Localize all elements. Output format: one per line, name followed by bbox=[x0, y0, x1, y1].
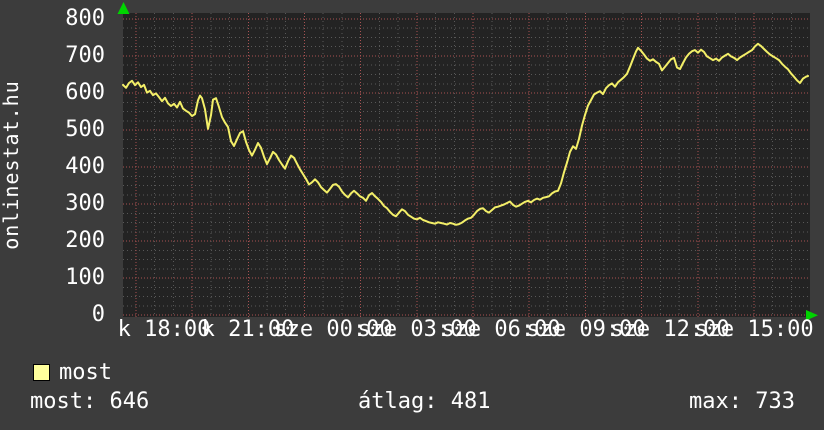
legend-swatch-icon bbox=[33, 364, 50, 381]
x-axis-tick-label: sze 12:00 bbox=[610, 317, 730, 342]
y-axis-tick-label: 800 bbox=[65, 6, 105, 31]
y-axis-tick-label: 600 bbox=[65, 80, 105, 105]
x-axis-tick-label: sze 03:00 bbox=[357, 317, 477, 342]
y-axis-tick-label: 700 bbox=[65, 43, 105, 68]
y-axis-tick-label: 200 bbox=[65, 228, 105, 253]
y-axis-arrow-icon bbox=[117, 2, 130, 14]
plot-background bbox=[123, 13, 810, 317]
x-axis-tick-label: sze 00:00 bbox=[273, 317, 393, 342]
stat-current: most: 646 bbox=[30, 389, 150, 414]
y-axis-tick-label: 400 bbox=[65, 154, 105, 179]
stat-max: max: 733 bbox=[689, 389, 795, 414]
x-axis-tick-label: k 21:00 bbox=[201, 317, 295, 342]
y-axis-tick-label: 0 bbox=[91, 302, 105, 327]
stat-average: átlag: 481 bbox=[358, 389, 491, 414]
data-line-most bbox=[122, 42, 809, 226]
x-axis-tick-label: sze 09:00 bbox=[526, 317, 646, 342]
x-axis-arrow-icon bbox=[806, 310, 818, 321]
y-axis-tick-label: 300 bbox=[65, 191, 105, 216]
x-axis-tick-label: sze 06:00 bbox=[441, 317, 561, 342]
chart-canvas bbox=[117, 2, 818, 321]
x-axis-tick-label: sze 15:00 bbox=[694, 317, 814, 342]
y-axis-tick-label: 500 bbox=[65, 117, 105, 142]
y-axis-tick-label: 100 bbox=[65, 265, 105, 290]
x-axis-tick-label: k 18:00 bbox=[117, 317, 211, 342]
legend-label: most bbox=[59, 360, 112, 385]
